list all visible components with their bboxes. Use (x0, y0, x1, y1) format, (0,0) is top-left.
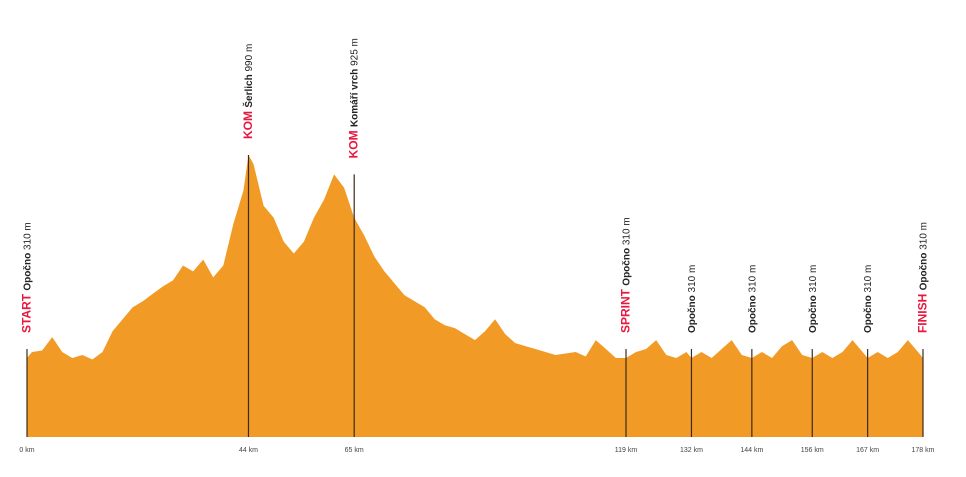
waypoint-tag: SPRINT (619, 286, 633, 333)
waypoint-label: Opočno 310 m (687, 265, 698, 333)
waypoint-label: START Opočno 310 m (20, 222, 34, 333)
km-tick-label: 144 km (740, 447, 763, 454)
waypoint-place: Opočno (808, 292, 819, 333)
waypoint-altitude: 310 m (622, 217, 633, 245)
waypoint-altitude: 310 m (687, 265, 698, 293)
waypoint-label: Opočno 310 m (863, 265, 874, 333)
waypoint-altitude: 310 m (23, 222, 34, 250)
elevation-area (27, 155, 923, 437)
waypoint-label: Opočno 310 m (808, 265, 819, 333)
waypoint-place: Opočno (747, 292, 758, 333)
waypoint-altitude: 310 m (863, 265, 874, 293)
waypoint-place: Opočno (863, 292, 874, 333)
waypoint-altitude: 925 m (350, 38, 361, 66)
waypoint-label: KOM Komáří vrch 925 m (347, 38, 361, 158)
km-axis-labels: 0 km 44 km 65 km 119 km 132 km 144 km 156 km 16… (19, 447, 934, 454)
waypoint-altitude: 310 m (747, 265, 758, 293)
waypoint-label: SPRINT Opočno 310 m (619, 217, 633, 333)
km-tick-label: 132 km (680, 447, 703, 454)
waypoint-altitude: 990 m (244, 44, 255, 72)
km-tick-label: 44 km (239, 447, 258, 454)
km-tick-label: 119 km (615, 447, 638, 454)
waypoint-label: FINISH Opočno 310 m (916, 222, 930, 333)
waypoint-place: Opočno (919, 250, 930, 291)
waypoint-altitude: 310 m (808, 265, 819, 293)
km-tick-label: 0 km (19, 447, 34, 454)
waypoint-place: Opočno (687, 292, 698, 333)
waypoint-label: Opočno 310 m (747, 265, 758, 333)
km-tick-label: 65 km (345, 447, 364, 454)
waypoint-place: Opočno (23, 250, 34, 291)
waypoint-place: Šerlich (242, 72, 255, 108)
waypoint-place: Komáří vrch (350, 66, 361, 127)
km-tick-label: 178 km (912, 447, 935, 454)
waypoint-tag: START (20, 291, 34, 333)
waypoint-label: KOM Šerlich 990 m (241, 44, 255, 139)
waypoint-tag: KOM (241, 108, 255, 139)
waypoint-tag: KOM (347, 127, 361, 158)
km-tick-label: 156 km (801, 447, 824, 454)
waypoint-markers (26, 155, 924, 437)
km-tick-label: 167 km (856, 447, 879, 454)
waypoint-tag: FINISH (916, 290, 930, 333)
waypoint-altitude: 310 m (919, 222, 930, 250)
waypoint-place: Opočno (622, 245, 633, 286)
